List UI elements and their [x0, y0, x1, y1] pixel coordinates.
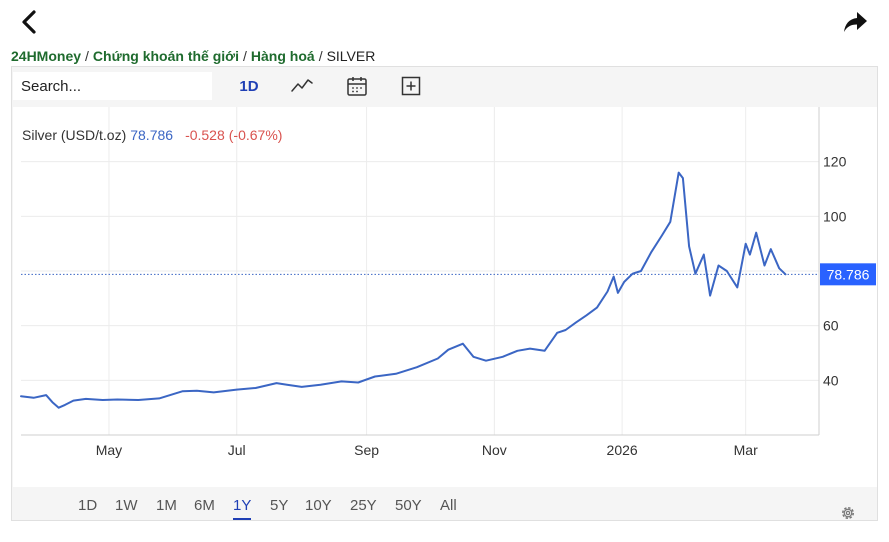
legend-change-percent: (-0.67%) — [228, 127, 283, 143]
legend-price: 78.786 — [130, 127, 174, 143]
legend-change: -0.528 — [185, 127, 225, 143]
price-chart[interactable]: 40 60 100 120 May Jul Sep Nov 2026 Mar 78.786 — [13, 107, 877, 487]
chart-type-button[interactable] — [289, 73, 315, 99]
y-tick-label: 120 — [823, 154, 847, 170]
settings-button[interactable] — [839, 504, 857, 522]
x-tick-label: Sep — [354, 442, 379, 458]
x-tick-label: 2026 — [607, 442, 638, 458]
chart-toolbar: 1D — [12, 67, 877, 107]
share-arrow-icon — [844, 12, 867, 32]
add-compare-icon — [401, 76, 421, 96]
x-tick-label: Jul — [228, 442, 246, 458]
last-price-label: 78.786 — [827, 266, 870, 282]
calendar-icon — [347, 77, 367, 96]
breadcrumb-separator: / — [85, 48, 89, 64]
chart-area[interactable]: 40 60 100 120 May Jul Sep Nov 2026 Mar 78.786 Silv… — [13, 107, 877, 519]
range-button-1d[interactable]: 1D — [78, 497, 98, 514]
breadcrumb-home-link[interactable]: 24HMoney — [11, 48, 82, 64]
y-tick-label: 60 — [823, 318, 839, 334]
range-button-5y[interactable]: 5Y — [270, 497, 289, 514]
top-bar — [0, 0, 889, 44]
time-range-bar: 1D 1W 1M 6M 1Y 5Y 10Y 25Y 50Y All — [12, 488, 877, 520]
chart-legend: Silver (USD/t.oz) 78.786 -0.528 (-0.67%) — [22, 127, 282, 143]
range-button-10y[interactable]: 10Y — [305, 497, 332, 514]
gear-icon — [842, 507, 854, 519]
range-button-1w[interactable]: 1W — [115, 497, 138, 514]
line-chart-icon — [291, 79, 313, 92]
y-tick-label: 100 — [823, 208, 847, 224]
x-tick-label: Nov — [482, 442, 507, 458]
range-button-1m[interactable]: 1M — [156, 497, 177, 514]
series-line — [20, 171, 787, 409]
breadcrumb-world-stocks-link[interactable]: Chứng khoán thế giới — [92, 48, 240, 64]
range-button-all[interactable]: All — [440, 497, 457, 514]
y-tick-label: 40 — [823, 372, 839, 388]
x-tick-label: Mar — [734, 442, 758, 458]
legend-instrument-name: Silver (USD/t.oz) — [22, 127, 127, 143]
breadcrumb-separator: / — [243, 48, 247, 64]
range-button-50y[interactable]: 50Y — [395, 497, 422, 514]
range-button-6m[interactable]: 6M — [194, 497, 215, 514]
x-tick-label: May — [96, 442, 122, 458]
breadcrumb-separator: / — [318, 48, 323, 64]
interval-button[interactable]: 1D — [239, 77, 259, 95]
calendar-button[interactable] — [344, 73, 370, 99]
compare-button[interactable] — [398, 73, 424, 99]
search-input[interactable] — [13, 72, 212, 100]
chevron-left-icon — [22, 10, 36, 34]
range-button-1y[interactable]: 1Y — [233, 497, 252, 520]
last-price-tag — [820, 263, 876, 286]
breadcrumb: 24HMoney / Chứng khoán thế giới / Hàng hoá / S… — [11, 47, 375, 65]
back-button[interactable] — [16, 8, 44, 36]
breadcrumb-current: SILVER — [326, 48, 376, 64]
breadcrumb-commodities-link[interactable]: Hàng hoá — [250, 48, 315, 64]
range-button-25y[interactable]: 25Y — [350, 497, 377, 514]
share-button[interactable] — [841, 8, 869, 36]
